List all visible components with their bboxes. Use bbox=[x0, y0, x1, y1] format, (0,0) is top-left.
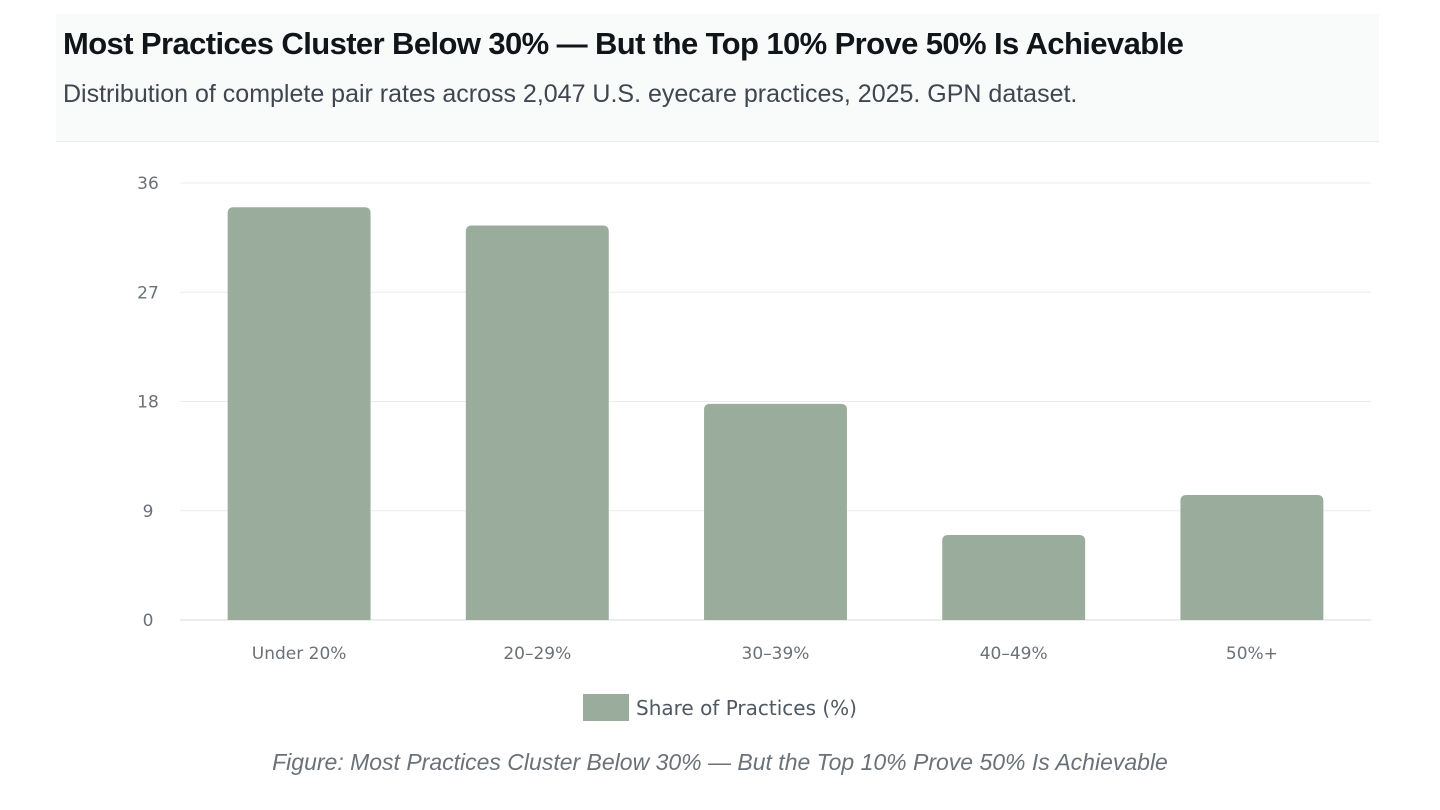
x-tick-label: 50%+ bbox=[1226, 644, 1278, 664]
legend: Share of Practices (%) bbox=[0, 694, 1440, 721]
x-tick-label: 20–29% bbox=[503, 644, 571, 664]
bar bbox=[942, 535, 1086, 620]
x-axis: Under 20% 20–29% 30–39% 40–49% 50%+ bbox=[252, 644, 1278, 664]
bar bbox=[465, 225, 609, 620]
bar bbox=[227, 207, 371, 620]
bar-chart: 0 9 18 27 36 Under 20% 20–29% 30–39% 40–49% 50%+ bbox=[137, 174, 1371, 664]
y-tick-label: 9 bbox=[143, 502, 154, 522]
bar bbox=[1180, 494, 1324, 620]
chart-header: Most Practices Cluster Below 30% — But t… bbox=[56, 14, 1379, 142]
y-tick-label: 18 bbox=[137, 393, 159, 413]
y-axis: 0 9 18 27 36 bbox=[137, 174, 159, 631]
x-tick-label: 30–39% bbox=[742, 644, 810, 664]
y-tick-label: 27 bbox=[137, 283, 159, 303]
legend-label: Share of Practices (%) bbox=[636, 695, 857, 720]
legend-swatch bbox=[583, 694, 629, 721]
figure-caption: Figure: Most Practices Cluster Below 30%… bbox=[272, 749, 1168, 775]
x-tick-label: 40–49% bbox=[980, 644, 1048, 664]
chart-subtitle: Distribution of complete pair rates acro… bbox=[63, 80, 1078, 108]
x-tick-label: Under 20% bbox=[252, 644, 347, 664]
y-tick-label: 36 bbox=[137, 174, 159, 194]
bars bbox=[227, 207, 1324, 620]
bar bbox=[704, 403, 847, 620]
chart-title: Most Practices Cluster Below 30% — But t… bbox=[63, 26, 1184, 61]
y-tick-label: 0 bbox=[143, 611, 154, 631]
